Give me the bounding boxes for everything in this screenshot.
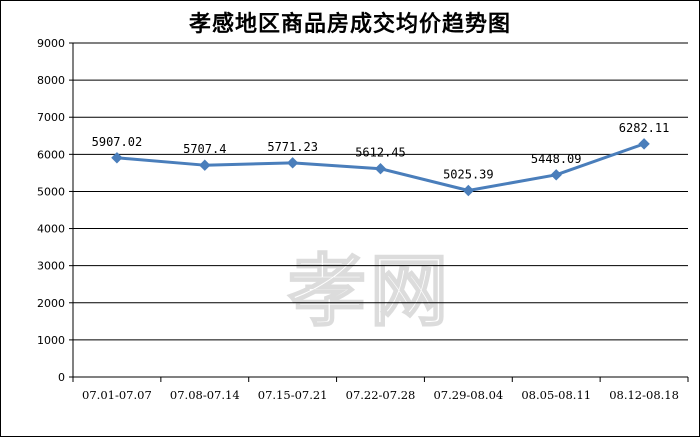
y-tick-label: 0 (58, 371, 65, 384)
data-point (111, 152, 123, 164)
data-point (286, 157, 299, 169)
y-tick-label: 7000 (37, 111, 65, 124)
data-point (638, 138, 650, 150)
data-label: 5707.4 (183, 142, 226, 156)
x-tick-label: 07.15-07.21 (258, 388, 328, 402)
x-tick-label: 07.29-08.04 (433, 388, 503, 402)
x-tick-label: 08.12-08.18 (609, 388, 679, 402)
data-point (550, 169, 562, 181)
data-label: 5612.45 (355, 146, 406, 160)
data-label: 5448.09 (531, 152, 582, 166)
data-point (462, 184, 475, 197)
x-tick-label: 08.05-08.11 (521, 388, 591, 402)
chart-title: 孝感地区商品房成交均价趋势图 (188, 11, 511, 37)
data-label: 5771.23 (267, 140, 318, 154)
x-tick-label: 07.22-07.28 (346, 388, 416, 402)
x-tick-label: 07.01-07.07 (82, 388, 152, 402)
y-tick-label: 5000 (37, 185, 65, 198)
x-tick-label: 07.08-07.14 (170, 388, 240, 402)
y-tick-label: 6000 (37, 148, 65, 161)
y-tick-label: 4000 (37, 223, 65, 236)
y-tick-label: 1000 (37, 334, 65, 347)
y-tick-label: 3000 (37, 260, 65, 273)
watermark: 孝网 (288, 247, 452, 337)
data-label: 5907.02 (92, 135, 143, 149)
y-tick-label: 2000 (37, 297, 65, 310)
y-tick-label: 8000 (37, 74, 65, 87)
data-label: 6282.11 (619, 121, 670, 135)
data-point (374, 163, 387, 175)
data-point (199, 159, 211, 171)
data-label: 5025.39 (443, 168, 494, 182)
y-tick-label: 9000 (37, 37, 65, 50)
